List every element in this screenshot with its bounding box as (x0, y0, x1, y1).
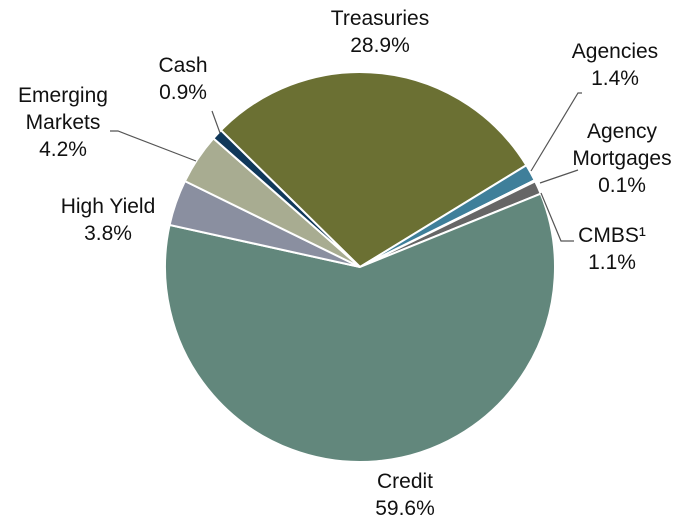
leader-line (530, 92, 582, 172)
category-name: CMBS¹ (578, 224, 646, 247)
slice-label: Cash 0.9% (143, 52, 223, 106)
leader-line (110, 130, 197, 162)
slices (164, 71, 556, 463)
leader-line (539, 169, 579, 184)
value-label: 28.9% (350, 34, 410, 57)
category-name: Cash (158, 54, 208, 77)
category-name: Agencies (571, 40, 659, 63)
value-label: 59.6% (375, 497, 435, 520)
leader-line (211, 110, 221, 134)
value-label: 0.1% (598, 174, 646, 197)
value-label: 0.9% (159, 81, 207, 104)
category-name: Treasuries (330, 7, 430, 30)
slice (164, 192, 556, 463)
value-label: 4.2% (39, 138, 87, 161)
category-name: Credit (376, 470, 434, 493)
slice (212, 128, 361, 268)
category-name: Agency Mortgages (572, 120, 672, 170)
value-label: 1.4% (591, 67, 639, 90)
value-label: 3.8% (84, 222, 132, 245)
slice-label: Treasuries 28.9% (280, 5, 480, 59)
slice-label: Credit 59.6% (355, 468, 455, 522)
slice-label: Emerging Markets 4.2% (8, 82, 118, 163)
slice (219, 71, 528, 269)
slice-label: Agencies 1.4% (555, 38, 675, 92)
category-name: Emerging Markets (18, 84, 108, 134)
slice-label: CMBS¹ 1.1% (562, 222, 662, 276)
slice-label: Agency Mortgages 0.1% (572, 118, 672, 199)
category-name: High Yield (60, 195, 156, 218)
slice-label: High Yield 3.8% (38, 193, 178, 247)
leader-line (540, 192, 574, 242)
value-label: 1.1% (588, 251, 636, 274)
